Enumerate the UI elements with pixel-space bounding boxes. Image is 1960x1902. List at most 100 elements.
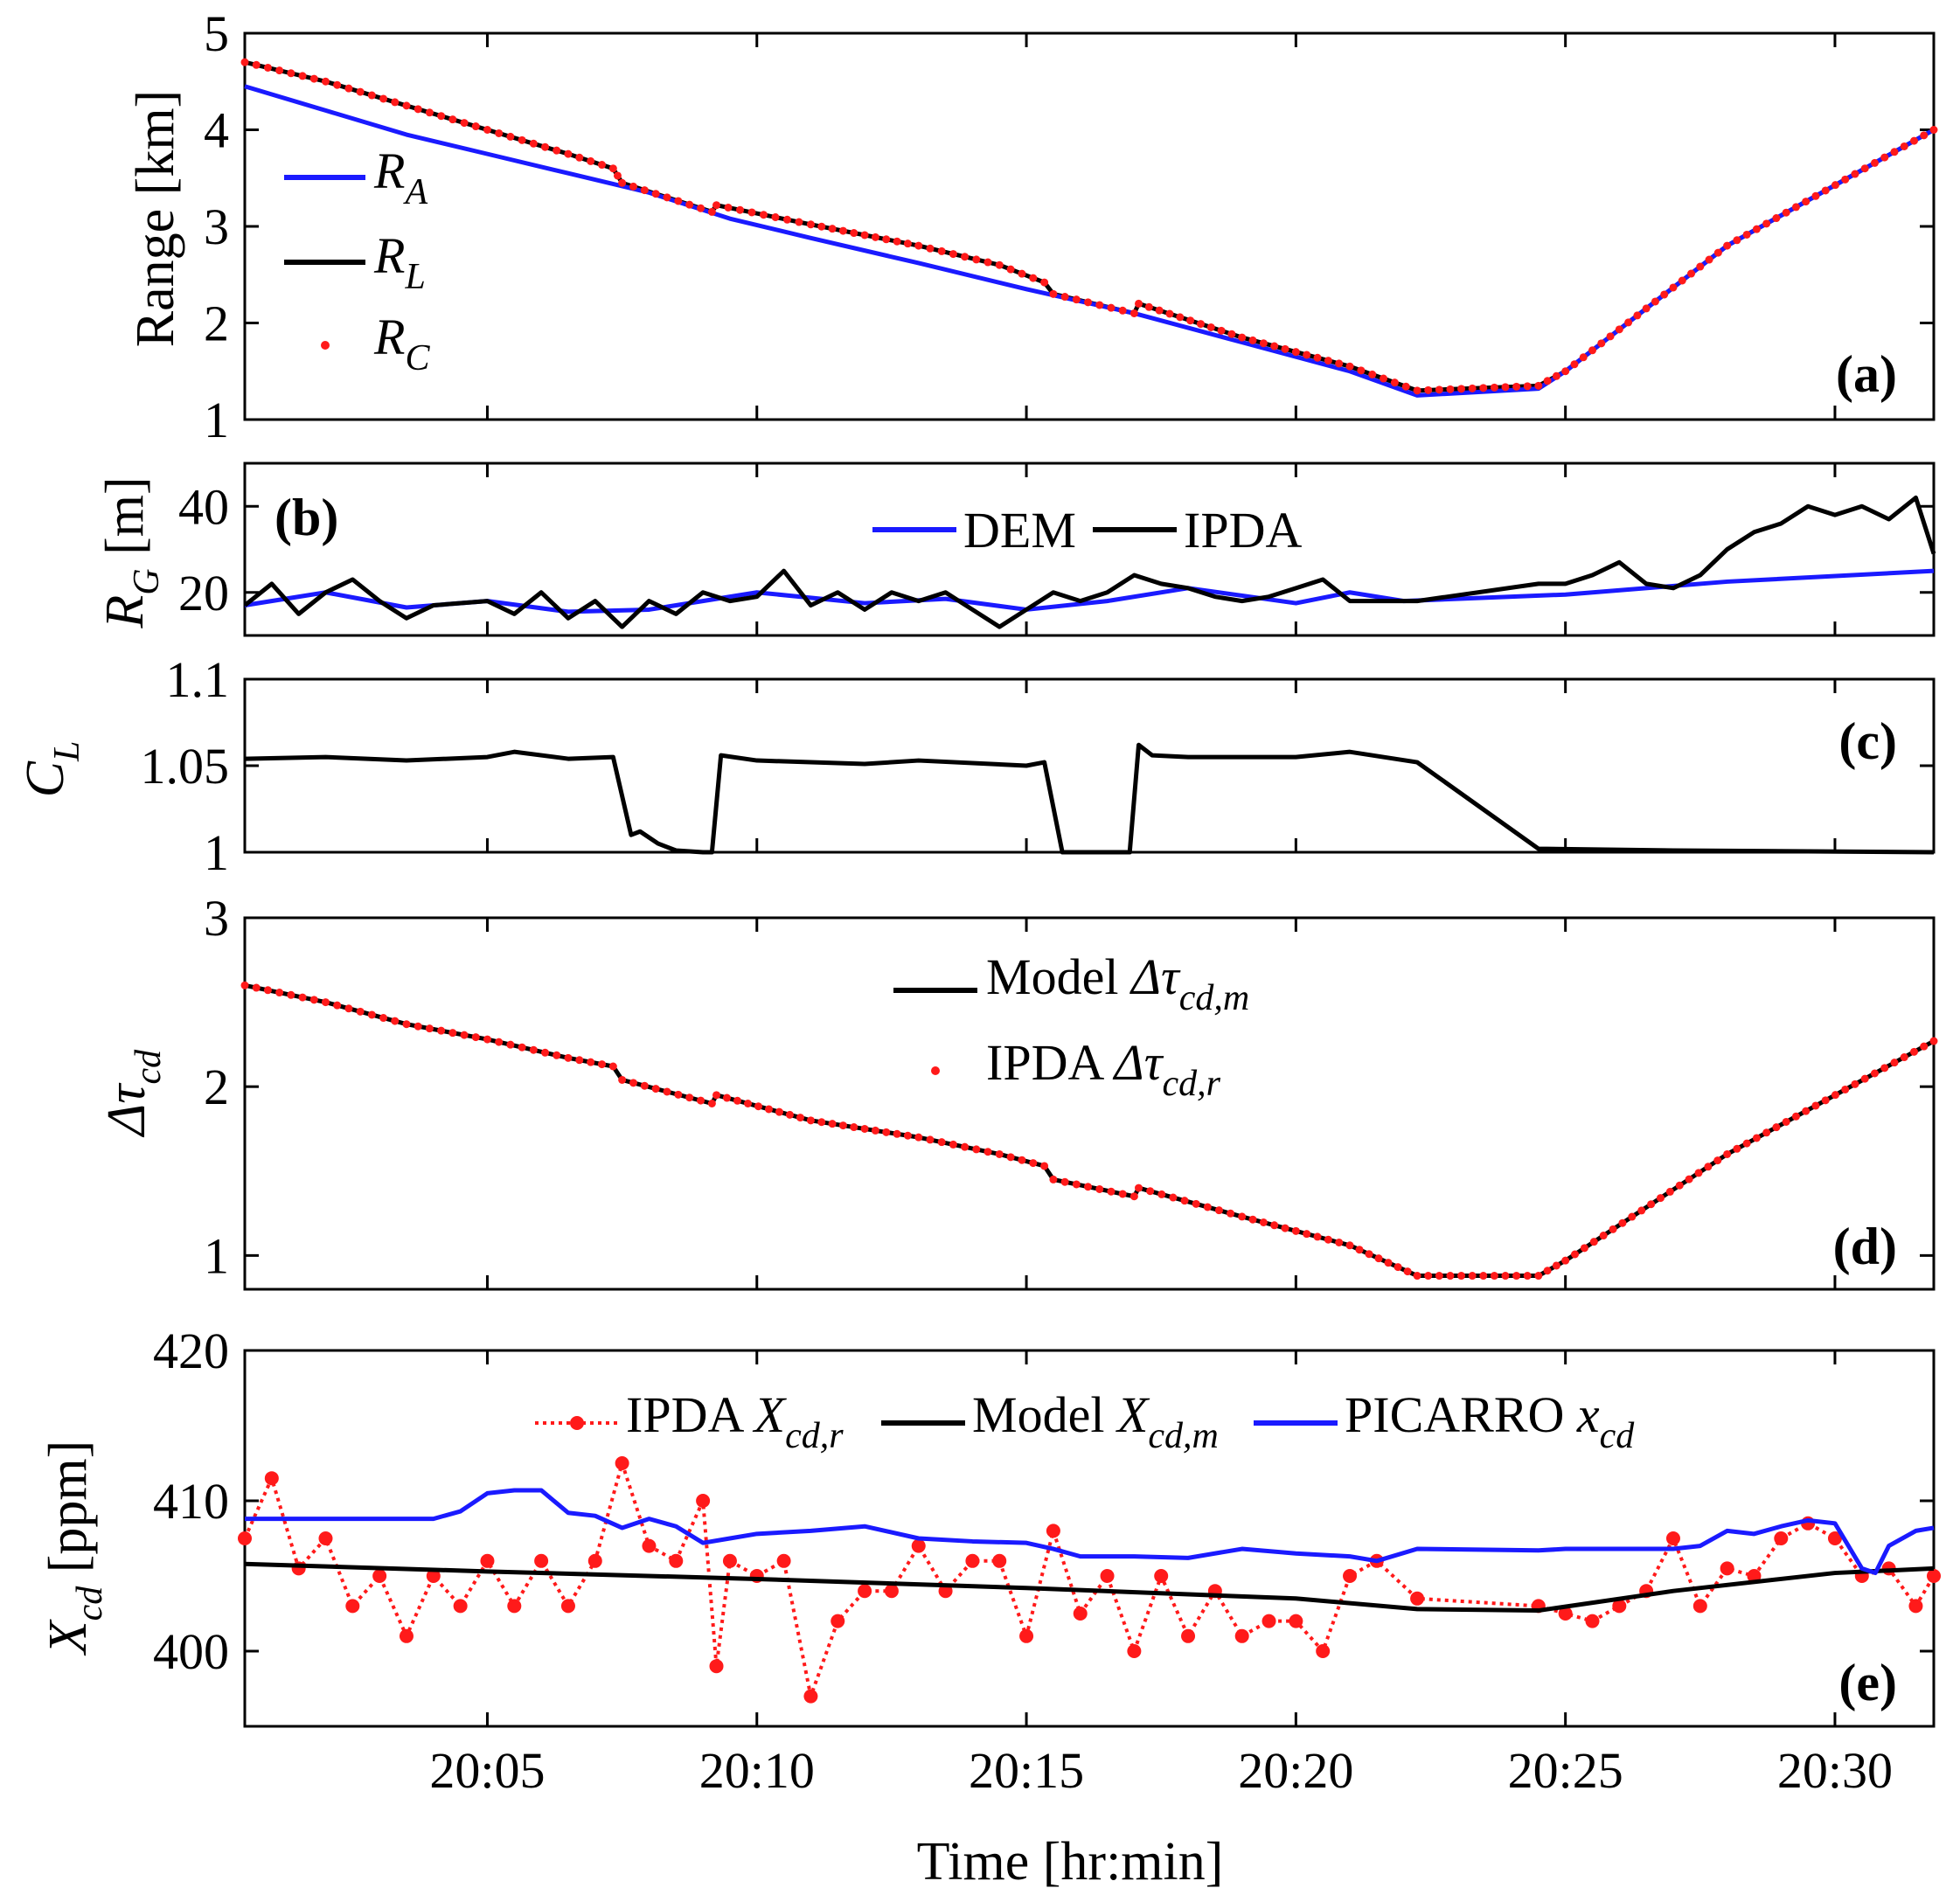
data-point (771, 213, 780, 222)
data-point (263, 63, 272, 72)
data-point (663, 193, 671, 202)
data-point (426, 1569, 441, 1583)
panel-b-legend: DEM IPDA (872, 502, 1302, 559)
panel-c-label: (c) (1838, 712, 1897, 770)
panel-d-axes-box (243, 916, 1936, 1291)
data-point (1129, 309, 1138, 317)
data-point (1095, 1184, 1104, 1193)
data-point (803, 1689, 818, 1704)
data-point (903, 239, 912, 248)
data-point (1165, 309, 1174, 318)
data-point (1665, 1531, 1680, 1545)
data-point (983, 1148, 992, 1156)
data-point (1660, 290, 1669, 299)
data-point (608, 1062, 617, 1071)
data-point (1651, 297, 1659, 306)
data-point (1656, 1194, 1665, 1203)
data-point (828, 225, 837, 233)
data-point (1084, 1183, 1093, 1191)
data-point (1606, 332, 1615, 341)
panel-a-text: Range [km] (a) RA RL RC (126, 90, 1897, 403)
data-point (1227, 1209, 1235, 1218)
data-point (884, 1584, 899, 1599)
data-point (871, 1126, 879, 1135)
y-tick-label: 1 (204, 1227, 229, 1284)
legend-model-tau-label: Model Δτcd,m (986, 948, 1249, 1018)
data-point (1580, 1244, 1588, 1253)
data-point (995, 1149, 1004, 1158)
data-point (1579, 353, 1588, 362)
data-point (483, 1035, 491, 1044)
data-point (1479, 1272, 1488, 1281)
data-point (321, 77, 330, 86)
data-point (1860, 1074, 1869, 1083)
panel-a-axes-box (243, 31, 1936, 421)
data-point (1118, 1190, 1127, 1198)
data-point (1289, 1614, 1303, 1628)
data-point (238, 1531, 252, 1545)
data-point (471, 1033, 480, 1042)
data-point (949, 1140, 957, 1149)
data-point (1821, 186, 1830, 195)
data-point (1831, 181, 1839, 190)
data-point (1742, 230, 1751, 239)
data-point (1490, 1272, 1498, 1281)
data-point (1060, 293, 1069, 302)
data-point (1552, 371, 1560, 380)
data-point (1345, 1241, 1354, 1250)
data-point (1343, 1569, 1358, 1583)
data-point (597, 161, 606, 170)
data-point (367, 1010, 376, 1019)
legend-rl-label: RL (373, 227, 426, 297)
y-tick-label: 5 (204, 5, 229, 62)
data-point (983, 258, 992, 267)
data-point (1624, 318, 1633, 327)
data-point (263, 986, 272, 995)
data-point (1571, 1250, 1580, 1259)
panel-d-label: (d) (1833, 1218, 1897, 1275)
data-point (1259, 1218, 1268, 1226)
y-tick-label: 2 (204, 1059, 229, 1115)
data-point (275, 989, 284, 997)
series-r-l-line (244, 59, 1936, 393)
y-tick-label: 20 (178, 565, 229, 621)
data-point (529, 139, 538, 148)
data-point (471, 122, 480, 131)
data-point (1762, 1128, 1771, 1137)
data-point (1723, 241, 1732, 250)
data-point (414, 1022, 422, 1031)
data-point (460, 119, 469, 128)
data-point (1802, 1107, 1811, 1115)
data-point (1599, 1232, 1608, 1240)
data-point (775, 1107, 783, 1116)
x-tick-label: 20:25 (1508, 1742, 1623, 1799)
data-point (1019, 1628, 1034, 1643)
data-point (1135, 1184, 1143, 1192)
data-point (1665, 1187, 1674, 1196)
data-point (1802, 198, 1811, 206)
data-point (518, 135, 526, 144)
data-point (309, 74, 318, 83)
data-point (1772, 1123, 1781, 1132)
data-point (972, 1145, 981, 1154)
data-point (298, 72, 307, 80)
data-point (372, 1569, 387, 1583)
data-point (1176, 313, 1185, 322)
data-point (1609, 1225, 1617, 1233)
data-point (709, 1659, 724, 1674)
data-point (1870, 158, 1879, 167)
data-point (1029, 274, 1038, 282)
data-point (1144, 302, 1153, 311)
panel-e-legend: IPDA Xcd,r Model Xcd,m PICARRO xcd (535, 1386, 1635, 1456)
data-point (1851, 170, 1859, 178)
data-point (817, 222, 826, 231)
data-point (1543, 377, 1552, 385)
data-point (399, 1628, 414, 1643)
data-point (1831, 1091, 1839, 1100)
data-point (495, 128, 504, 137)
data-point (345, 1599, 360, 1614)
data-point (402, 101, 411, 110)
data-point (1920, 131, 1929, 140)
data-point (1401, 382, 1410, 391)
data-point (1238, 1212, 1247, 1221)
